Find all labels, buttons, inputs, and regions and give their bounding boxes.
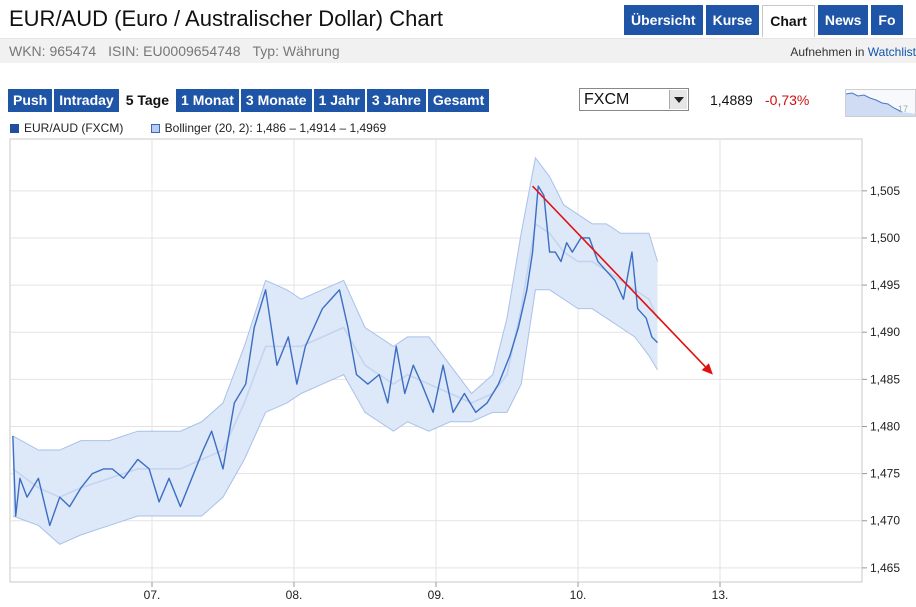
range-intraday-button[interactable]: Intraday (54, 89, 119, 112)
annotations (531, 185, 713, 375)
bollinger-band (12, 156, 659, 545)
exchange-select-value: FXCM (584, 91, 630, 108)
legend-label-bollinger: Bollinger (20, 2): 1,486 – 1,4914 – 1,49… (164, 121, 387, 135)
y-axis: 1,465 1,470 1,475 1,480 1,485 1,490 1,495 1,500… (862, 184, 900, 575)
chevron-down-icon[interactable] (669, 90, 687, 109)
range-3-monate-button[interactable]: 3 Monate (240, 89, 312, 112)
y-tick-label: 1,475 (870, 467, 900, 481)
y-tick-label: 1,490 (870, 325, 900, 339)
legend-swatch-bollinger (150, 124, 160, 133)
y-tick-label: 1,485 (870, 372, 900, 386)
legend-item-bollinger: Bollinger (20, 2): 1,486 – 1,4914 – 1,49… (150, 121, 387, 135)
range-gesamt-button[interactable]: Gesamt (427, 89, 490, 112)
x-tick-label: 10. (570, 588, 587, 602)
last-price: 1,4889 (710, 92, 753, 108)
range-1-jahr-button[interactable]: 1 Jahr (313, 89, 365, 112)
watchlist-link[interactable]: Watchlist (867, 45, 916, 59)
nav-tabs: Übersicht Kurse Chart News Fo (624, 5, 906, 37)
x-tick-label: 13. (712, 588, 729, 602)
tab-kurse[interactable]: Kurse (705, 5, 760, 35)
y-tick-label: 1,500 (870, 231, 900, 245)
chart-legend: EUR/AUD (FXCM) Bollinger (20, 2): 1,486 … (10, 121, 410, 135)
instrument-info-bar: WKN: 965474 ISIN: EU0009654748 Typ: Währun… (0, 38, 916, 63)
bollinger-upper-line (12, 156, 658, 451)
price-series (12, 185, 659, 527)
x-axis: 07. 08. 09. 10. 13. (144, 582, 729, 602)
tab-news[interactable]: News (817, 5, 869, 35)
page-title: EUR/AUD (Euro / Australischer Dollar) Ch… (9, 6, 444, 31)
watchlist-prompt: Aufnehmen in Watchlist (790, 45, 916, 59)
mini-chart-label: 17 (898, 104, 909, 114)
y-tick-label: 1,505 (870, 184, 900, 198)
range-5-tage-button[interactable]: 5 Tage (120, 89, 175, 112)
tab-fo[interactable]: Fo (871, 5, 903, 35)
legend-item-series: EUR/AUD (FXCM) (10, 121, 123, 135)
type-label: Typ: Währung (252, 43, 340, 59)
time-range-selector: Push Intraday 5 Tage 1 Monat 3 Monate 1 Jahr 3… (8, 89, 491, 112)
mini-chart-thumbnail[interactable]: 17 (845, 89, 916, 117)
x-tick-label: 08. (286, 588, 303, 602)
bollinger-middle-line (12, 222, 659, 498)
y-tick-label: 1,465 (870, 561, 900, 575)
watchlist-prefix: Aufnehmen in (790, 45, 865, 59)
legend-swatch-series (10, 124, 19, 133)
instrument-meta: WKN: 965474 ISIN: EU0009654748 Typ: Währun… (9, 43, 352, 59)
price-chart[interactable]: 1,465 1,470 1,475 1,480 1,485 1,490 1,495 1,500… (0, 136, 916, 607)
bollinger-lower-line (12, 289, 658, 545)
x-tick-label: 09. (428, 588, 445, 602)
wkn-label: WKN: 965474 (9, 43, 97, 59)
bollinger-band-area (12, 157, 658, 545)
eur-aud-line (12, 185, 659, 527)
arrow-head-icon (701, 363, 713, 375)
range-1-monat-button[interactable]: 1 Monat (176, 89, 239, 112)
exchange-select[interactable]: FXCM (579, 88, 689, 111)
isin-label: ISIN: EU0009654748 (108, 43, 241, 59)
tab-uebersicht[interactable]: Übersicht (624, 5, 703, 35)
trend-arrow-line (531, 185, 706, 368)
legend-label-series: EUR/AUD (FXCM) (24, 121, 124, 135)
mini-chart-icon (846, 92, 915, 116)
price-change: -0,73% (765, 92, 810, 108)
range-push-button[interactable]: Push (8, 89, 53, 112)
range-3-jahre-button[interactable]: 3 Jahre (366, 89, 426, 112)
y-tick-label: 1,495 (870, 278, 900, 292)
x-tick-label: 07. (144, 588, 161, 602)
y-tick-label: 1,480 (870, 419, 900, 433)
tab-chart[interactable]: Chart (762, 5, 815, 37)
y-tick-label: 1,470 (870, 514, 900, 528)
